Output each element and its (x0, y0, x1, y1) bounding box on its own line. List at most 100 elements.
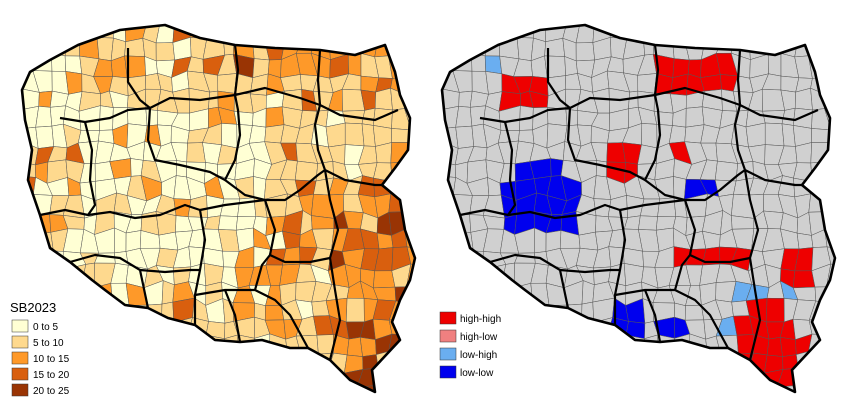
district-polygon (326, 372, 346, 392)
district-polygon (766, 337, 783, 357)
district-polygon (442, 248, 459, 271)
district-polygon (344, 37, 362, 55)
district-polygon (22, 194, 34, 216)
district-polygon (38, 90, 53, 108)
district-polygon (99, 352, 115, 376)
district-polygon (642, 25, 655, 42)
district-polygon (565, 109, 578, 127)
district-polygon (252, 356, 271, 373)
district-polygon (175, 160, 187, 178)
district-polygon (80, 281, 96, 306)
district-polygon (249, 386, 270, 392)
district-polygon (763, 386, 785, 392)
district-polygon (792, 107, 813, 129)
district-polygon (406, 386, 415, 392)
district-polygon (591, 387, 614, 392)
district-polygon (458, 90, 473, 108)
district-polygon (67, 389, 84, 392)
district-polygon (62, 264, 87, 284)
district-polygon (561, 369, 582, 392)
district-polygon (715, 25, 736, 40)
district-polygon (125, 336, 149, 355)
district-polygon (794, 87, 813, 111)
district-polygon (37, 36, 52, 59)
district-polygon (403, 368, 415, 388)
district-polygon (826, 386, 835, 392)
district-polygon (80, 297, 96, 324)
district-polygon (53, 302, 71, 321)
district-polygon (78, 369, 102, 391)
district-polygon (218, 215, 238, 231)
district-polygon (375, 142, 392, 164)
district-polygon (641, 354, 660, 375)
district-polygon (93, 304, 114, 324)
district-polygon (64, 55, 83, 75)
district-polygon (824, 55, 835, 78)
district-polygon (706, 352, 721, 374)
right-legend-swatch (439, 365, 457, 379)
district-polygon (403, 350, 415, 374)
district-polygon (403, 160, 415, 184)
district-polygon (607, 372, 631, 391)
district-polygon (731, 387, 748, 392)
district-polygon (232, 391, 252, 392)
right-legend-item: high-low (439, 329, 498, 343)
district-polygon (637, 73, 657, 94)
district-polygon (641, 367, 660, 392)
district-polygon (814, 372, 827, 390)
district-polygon (186, 142, 206, 163)
district-polygon (829, 123, 835, 146)
district-polygon (638, 388, 658, 392)
district-polygon (545, 336, 569, 355)
district-polygon (206, 25, 224, 41)
district-polygon (545, 352, 569, 372)
district-polygon (823, 160, 835, 184)
district-polygon (93, 321, 118, 338)
right-legend-label: low-low (460, 368, 494, 379)
district-polygon (668, 125, 687, 144)
district-polygon (222, 298, 234, 324)
district-polygon (653, 25, 673, 38)
district-polygon (35, 25, 52, 41)
district-polygon (62, 315, 86, 340)
district-polygon (311, 387, 328, 392)
district-polygon (575, 320, 599, 341)
district-polygon (578, 231, 599, 251)
district-polygon (52, 269, 71, 287)
district-polygon (264, 25, 286, 41)
district-polygon (642, 298, 654, 324)
district-polygon (823, 301, 835, 323)
district-polygon (455, 106, 473, 128)
district-polygon (606, 142, 626, 163)
district-polygon (221, 354, 240, 375)
district-polygon (442, 194, 454, 216)
district-polygon (545, 230, 562, 252)
district-polygon (498, 351, 521, 376)
district-polygon (79, 315, 101, 340)
left-legend-label: 20 to 25 (33, 386, 70, 397)
district-polygon (404, 25, 415, 44)
district-polygon (498, 369, 522, 391)
district-polygon (280, 389, 298, 392)
district-polygon (519, 333, 538, 354)
district-polygon (284, 25, 303, 41)
district-polygon (155, 386, 177, 392)
district-polygon (575, 42, 595, 62)
left-legend-item: 5 to 10 (11, 335, 64, 349)
district-polygon (298, 352, 319, 376)
district-polygon (347, 53, 362, 77)
district-polygon (823, 350, 835, 374)
district-polygon (218, 388, 238, 392)
district-polygon (575, 386, 597, 392)
district-polygon (628, 90, 639, 110)
district-polygon (63, 25, 81, 44)
district-polygon (567, 336, 577, 354)
district-polygon (442, 387, 456, 392)
district-polygon (576, 351, 596, 376)
district-polygon (654, 334, 675, 359)
district-polygon (221, 367, 240, 392)
district-polygon (217, 73, 237, 94)
district-polygon (623, 354, 642, 374)
district-polygon (809, 25, 831, 44)
district-polygon (403, 301, 415, 323)
